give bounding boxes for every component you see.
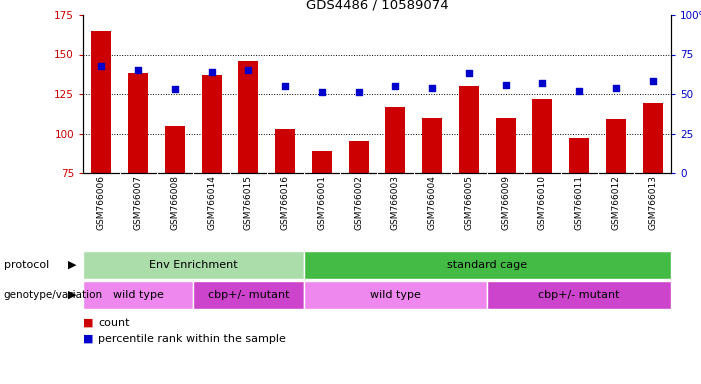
Point (353, 89, 365, 96)
Bar (91, 31, 111, 173)
Point (426, 84, 437, 91)
Text: GSM766010: GSM766010 (538, 175, 547, 230)
Bar (83, 251, 304, 279)
Bar (643, 103, 662, 173)
Text: Env Enrichment: Env Enrichment (149, 260, 238, 270)
Point (647, 78, 658, 84)
Bar (458, 86, 479, 173)
Text: percentile rank within the sample: percentile rank within the sample (98, 334, 286, 344)
Bar (532, 99, 552, 173)
Point (537, 80, 548, 86)
Text: genotype/variation: genotype/variation (4, 290, 102, 300)
Bar (348, 141, 369, 173)
Point (96, 63, 107, 69)
Text: GSM766013: GSM766013 (648, 175, 657, 230)
Text: GSM766006: GSM766006 (97, 175, 106, 230)
Point (390, 83, 401, 89)
Text: wild type: wild type (113, 290, 163, 300)
Text: GDS4486 / 10589074: GDS4486 / 10589074 (306, 0, 449, 12)
Text: ■: ■ (83, 334, 93, 344)
Text: GSM766001: GSM766001 (318, 175, 327, 230)
Text: GSM766012: GSM766012 (611, 175, 620, 230)
Bar (386, 107, 405, 173)
Text: wild type: wild type (370, 290, 421, 300)
Text: GSM766015: GSM766015 (244, 175, 253, 230)
Text: ■: ■ (83, 318, 93, 328)
Bar (422, 118, 442, 173)
Point (463, 70, 475, 76)
Text: ▶: ▶ (67, 290, 76, 300)
Bar (606, 119, 626, 173)
Bar (304, 281, 487, 309)
Text: standard cage: standard cage (447, 260, 527, 270)
Text: GSM766016: GSM766016 (280, 175, 290, 230)
Point (132, 67, 144, 73)
Text: GSM766008: GSM766008 (170, 175, 179, 230)
Point (280, 83, 291, 89)
Bar (275, 129, 295, 173)
Point (206, 69, 217, 75)
Bar (193, 281, 304, 309)
Text: GSM766002: GSM766002 (354, 175, 363, 230)
Text: GSM766005: GSM766005 (464, 175, 473, 230)
Text: cbp+/- mutant: cbp+/- mutant (207, 290, 289, 300)
Text: protocol: protocol (4, 260, 49, 270)
Bar (128, 73, 148, 173)
Bar (201, 75, 222, 173)
Bar (569, 138, 590, 173)
Text: ▶: ▶ (67, 260, 76, 270)
Text: count: count (98, 318, 130, 328)
Bar (83, 281, 193, 309)
Bar (487, 281, 671, 309)
Point (243, 67, 254, 73)
Point (500, 81, 511, 88)
Bar (304, 251, 671, 279)
Point (573, 88, 585, 94)
Point (169, 86, 180, 92)
Bar (165, 126, 185, 173)
Bar (496, 118, 516, 173)
Text: cbp+/- mutant: cbp+/- mutant (538, 290, 620, 300)
Text: GSM766011: GSM766011 (575, 175, 584, 230)
Text: GSM766009: GSM766009 (501, 175, 510, 230)
Text: GSM766003: GSM766003 (391, 175, 400, 230)
Point (611, 84, 622, 91)
Point (316, 89, 327, 96)
Bar (312, 151, 332, 173)
Text: GSM766004: GSM766004 (428, 175, 437, 230)
Text: GSM766014: GSM766014 (207, 175, 216, 230)
Bar (238, 61, 259, 173)
Text: GSM766007: GSM766007 (134, 175, 142, 230)
